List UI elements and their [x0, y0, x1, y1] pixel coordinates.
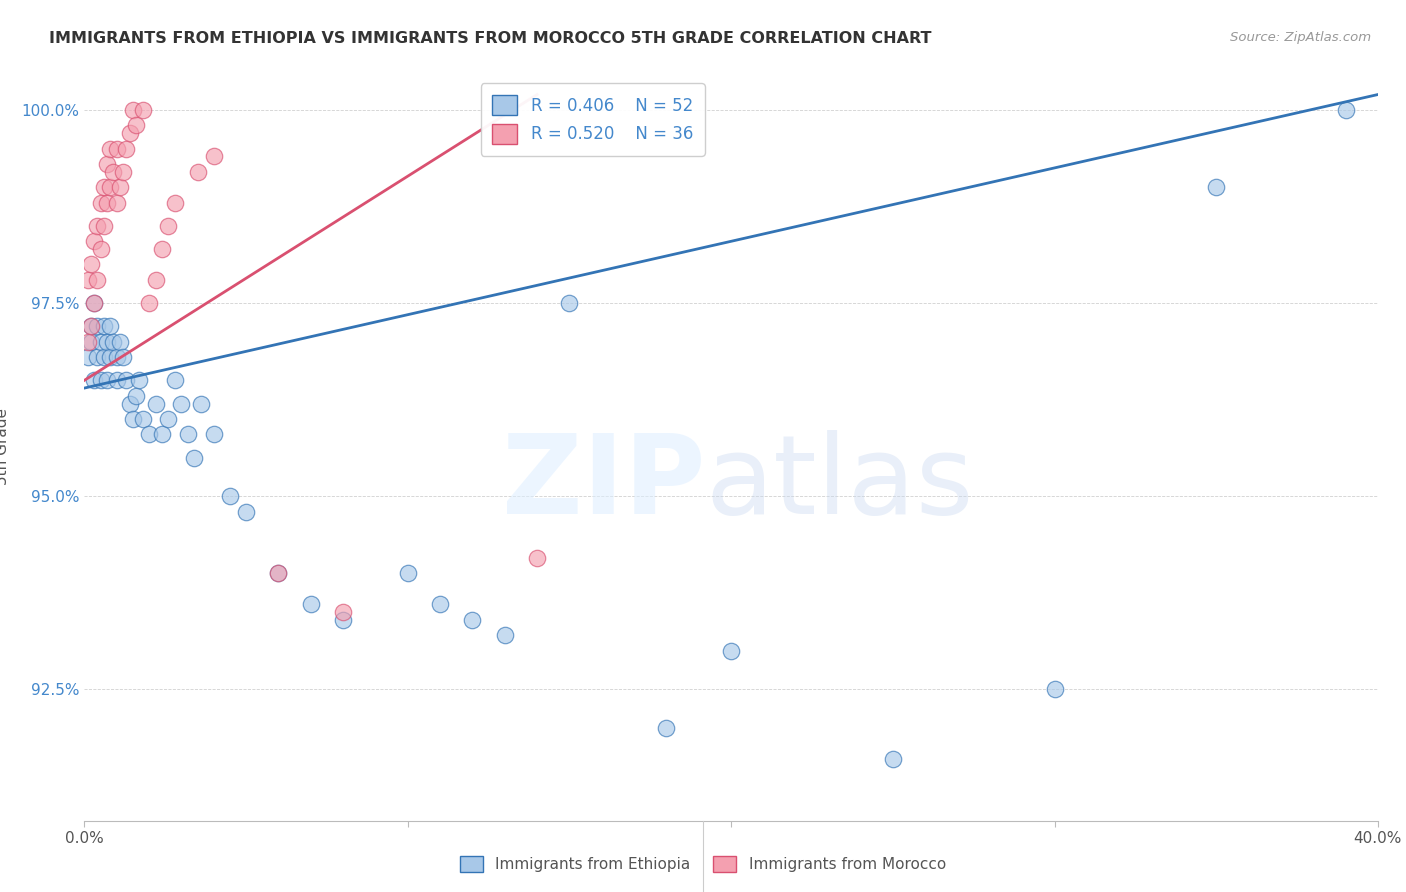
Point — [121, 103, 145, 117]
Point — [76, 273, 98, 287]
Point — [163, 195, 186, 210]
Point — [125, 389, 148, 403]
Point — [98, 319, 121, 334]
Point — [177, 427, 200, 442]
Point — [76, 334, 98, 349]
Point — [1205, 180, 1227, 194]
Point — [494, 628, 516, 642]
Point — [163, 373, 186, 387]
Point — [103, 165, 125, 179]
Point — [98, 180, 121, 194]
Point — [80, 334, 103, 349]
Point — [1043, 682, 1066, 697]
Point — [90, 373, 111, 387]
Point — [150, 242, 173, 256]
Point — [80, 257, 103, 271]
Point — [219, 489, 242, 503]
Point — [720, 643, 742, 657]
Point — [112, 350, 135, 364]
Point — [145, 273, 167, 287]
Point — [267, 566, 290, 581]
Point — [121, 412, 145, 426]
Point — [267, 566, 290, 581]
Point — [83, 235, 105, 249]
Point — [118, 396, 141, 410]
Point — [90, 334, 111, 349]
Point — [80, 319, 103, 334]
Point — [83, 296, 105, 310]
Point — [118, 126, 141, 140]
Point — [145, 396, 167, 410]
Point — [170, 396, 193, 410]
Point — [86, 319, 108, 334]
Point — [98, 142, 121, 156]
Point — [80, 319, 103, 334]
Point — [83, 296, 105, 310]
Point — [190, 396, 212, 410]
Point — [558, 296, 581, 310]
Point — [1334, 103, 1357, 117]
Point — [183, 450, 205, 465]
Point — [202, 149, 225, 163]
Point — [186, 165, 209, 179]
Point — [131, 103, 153, 117]
Point — [150, 427, 173, 442]
Point — [90, 195, 111, 210]
Point — [157, 412, 180, 426]
Point — [105, 373, 128, 387]
Point — [98, 350, 121, 364]
Point — [93, 319, 115, 334]
Point — [105, 350, 128, 364]
Point — [299, 598, 322, 612]
Point — [96, 195, 118, 210]
Legend: R = 0.406    N = 52, R = 0.520    N = 36: R = 0.406 N = 52, R = 0.520 N = 36 — [481, 84, 704, 156]
Point — [96, 373, 118, 387]
Point — [429, 598, 451, 612]
Point — [108, 334, 131, 349]
Point — [93, 219, 115, 233]
Point — [128, 373, 150, 387]
Point — [655, 721, 678, 735]
Point — [93, 180, 115, 194]
Point — [157, 219, 180, 233]
Point — [235, 505, 257, 519]
Point — [86, 273, 108, 287]
Text: ZIP: ZIP — [502, 430, 706, 537]
Text: IMMIGRANTS FROM ETHIOPIA VS IMMIGRANTS FROM MOROCCO 5TH GRADE CORRELATION CHART: IMMIGRANTS FROM ETHIOPIA VS IMMIGRANTS F… — [49, 31, 932, 46]
Point — [103, 334, 125, 349]
Point — [332, 605, 354, 619]
Point — [112, 165, 135, 179]
Point — [105, 142, 128, 156]
Point — [96, 157, 118, 171]
Y-axis label: 5th Grade: 5th Grade — [0, 408, 10, 484]
Point — [461, 613, 484, 627]
Point — [396, 566, 419, 581]
Text: atlas: atlas — [706, 430, 974, 537]
Point — [202, 427, 225, 442]
Point — [115, 142, 138, 156]
Point — [76, 350, 98, 364]
Point — [86, 350, 108, 364]
Point — [93, 350, 115, 364]
Point — [131, 412, 153, 426]
Point — [90, 242, 111, 256]
Point — [882, 752, 904, 766]
Text: Source: ZipAtlas.com: Source: ZipAtlas.com — [1230, 31, 1371, 45]
Point — [138, 427, 160, 442]
Point — [83, 373, 105, 387]
Point — [96, 334, 118, 349]
Point — [86, 219, 108, 233]
Point — [526, 551, 548, 566]
Point — [138, 296, 160, 310]
Point — [105, 195, 128, 210]
Point — [115, 373, 138, 387]
Point — [332, 613, 354, 627]
Point — [108, 180, 131, 194]
Point — [125, 119, 148, 133]
